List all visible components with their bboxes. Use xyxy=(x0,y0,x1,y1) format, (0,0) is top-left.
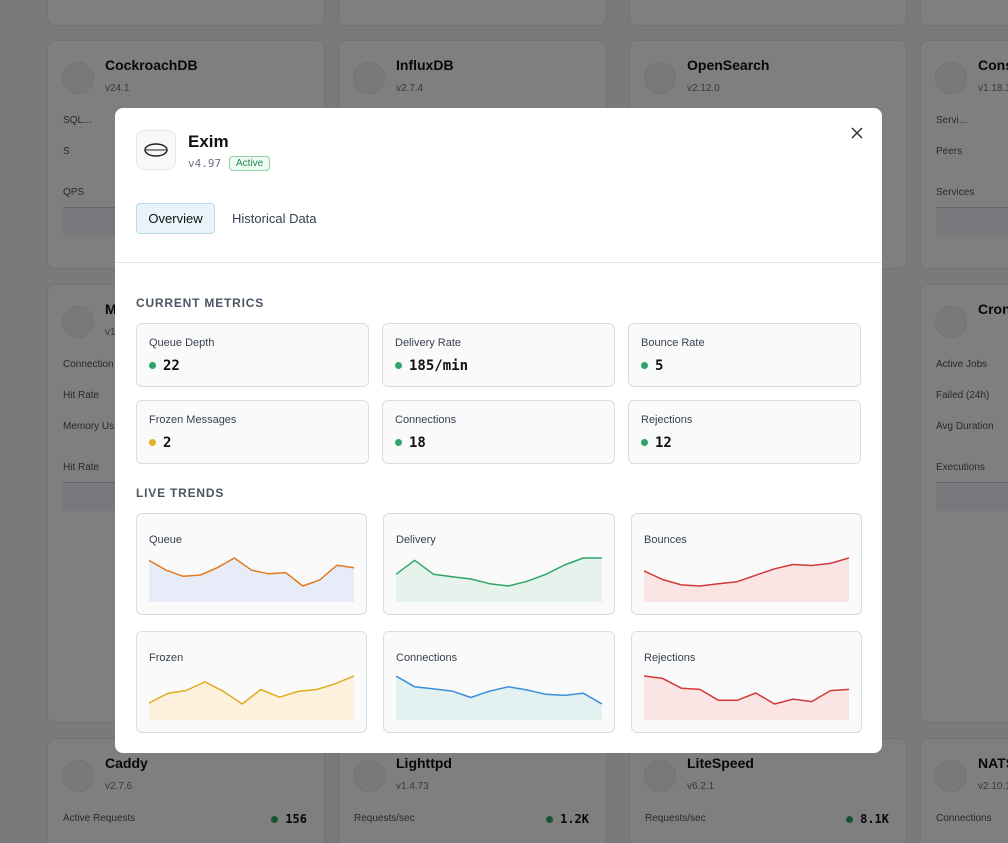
sparkline xyxy=(149,675,354,720)
sparkline-area xyxy=(396,558,602,602)
metric-value: 22 xyxy=(163,357,180,374)
trend-card: Connections xyxy=(383,631,615,733)
metric-row: 12 xyxy=(641,434,672,452)
metric-card: Connections 18 xyxy=(382,400,615,464)
sparkline-line xyxy=(644,557,849,587)
metric-value: 18 xyxy=(409,434,426,451)
sparkline xyxy=(644,557,849,602)
sparkline-line xyxy=(644,675,849,705)
trend-label: Bounces xyxy=(644,534,687,546)
metric-label: Frozen Messages xyxy=(149,414,237,426)
sparkline-area xyxy=(644,676,849,720)
trend-card: Rejections xyxy=(631,631,862,733)
metric-card: Delivery Rate 185/min xyxy=(382,323,615,387)
sparkline-area xyxy=(149,676,354,720)
metric-value: 185/min xyxy=(409,357,469,374)
metric-value: 12 xyxy=(655,434,672,451)
divider xyxy=(115,262,882,263)
metric-card: Queue Depth 22 xyxy=(136,323,369,387)
sparkline-area xyxy=(644,558,849,602)
status-dot xyxy=(641,362,648,370)
metric-label: Bounce Rate xyxy=(641,337,705,349)
metric-value: 2 xyxy=(163,434,172,451)
metric-row: 22 xyxy=(149,357,180,375)
metric-value: 5 xyxy=(655,357,664,374)
status-badge: Active xyxy=(229,156,271,171)
sparkline-line xyxy=(396,675,602,705)
modal-title: Exim xyxy=(188,132,229,151)
sparkline-line xyxy=(149,675,354,705)
trend-label: Frozen xyxy=(149,652,184,664)
trend-card: Delivery xyxy=(383,513,615,615)
metric-row: 2 xyxy=(149,434,171,452)
trend-card: Queue xyxy=(136,513,367,615)
sparkline xyxy=(644,675,849,720)
trend-label: Connections xyxy=(396,652,458,664)
sparkline-line xyxy=(396,557,602,587)
icon xyxy=(144,143,168,157)
trend-card: Frozen xyxy=(136,631,367,733)
metric-row: 18 xyxy=(395,434,426,452)
trend-label: Delivery xyxy=(396,534,436,546)
status-dot xyxy=(395,439,402,447)
metric-card: Frozen Messages 2 xyxy=(136,400,369,464)
app-icon xyxy=(136,130,176,170)
sparkline xyxy=(396,675,602,720)
status-dot xyxy=(641,439,648,447)
metric-card: Rejections 12 xyxy=(628,400,861,464)
sparkline xyxy=(149,557,354,602)
metric-row: 185/min xyxy=(395,357,468,375)
section-heading: CURRENT METRICS xyxy=(136,296,264,310)
metric-row: 5 xyxy=(641,357,663,375)
status-dot xyxy=(149,362,156,370)
close-button[interactable] xyxy=(851,127,863,139)
sparkline-area xyxy=(396,676,602,720)
section-heading: LIVE TRENDS xyxy=(136,486,225,500)
tab-active[interactable]: Overview xyxy=(136,203,215,234)
metric-label: Queue Depth xyxy=(149,337,215,349)
metric-label: Connections xyxy=(395,414,457,426)
metric-label: Rejections xyxy=(641,414,693,426)
status-dot xyxy=(149,439,156,447)
modal: Exim v4.97 Active Overview Historical Da… xyxy=(115,108,882,753)
trend-card: Bounces xyxy=(631,513,862,615)
trend-label: Queue xyxy=(149,534,183,546)
trend-label: Rejections xyxy=(644,652,696,664)
version: v4.97 xyxy=(188,157,222,170)
sparkline-line xyxy=(149,557,354,587)
sparkline-area xyxy=(149,558,354,602)
metric-label: Delivery Rate xyxy=(395,337,462,349)
tab[interactable]: Historical Data xyxy=(232,211,317,226)
metric-card: Bounce Rate 5 xyxy=(628,323,861,387)
sparkline xyxy=(396,557,602,602)
status-dot xyxy=(395,362,402,370)
